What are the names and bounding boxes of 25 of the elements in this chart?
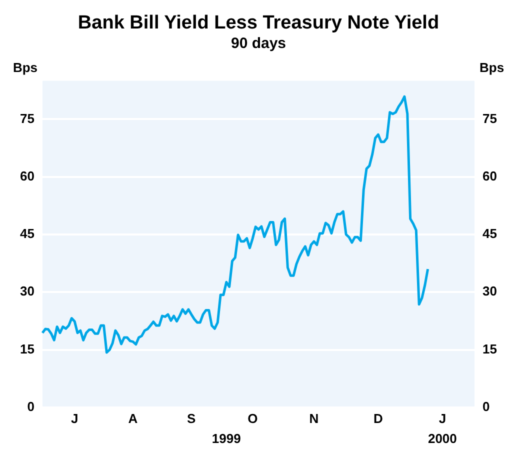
y2-axis-title: Bps [479, 60, 504, 75]
text: 1999 [212, 431, 241, 446]
x-tick-label: S [187, 410, 196, 426]
y2-tick-label: 75 [482, 110, 498, 126]
x-tick-label: O [248, 410, 258, 426]
y-tick-label: 75 [20, 110, 34, 126]
y2-tick-label: 60 [482, 168, 498, 184]
y2-tick-label: 45 [482, 226, 498, 242]
y-axis-title: Bps [12, 60, 38, 75]
x-tick-label: J [438, 410, 446, 426]
x-tick-label: J [70, 410, 78, 426]
x-tick-label: D [374, 410, 383, 426]
text: 2000 [428, 431, 457, 446]
chart-title: Bank Bill Yield Less Treasury Note Yield [78, 12, 440, 34]
y-tick-label: 30 [20, 284, 34, 299]
x-tick-label: N [309, 410, 319, 426]
y-tick-label: 45 [20, 226, 34, 242]
y2-tick-label: 0 [482, 398, 490, 414]
y-tick-label: 15 [20, 341, 34, 356]
chart-subtitle: 90 days [230, 34, 286, 52]
y-tick-label: 60 [20, 168, 34, 184]
y2-tick-label: 15 [482, 341, 498, 356]
x-tick-label: A [128, 410, 138, 426]
y-tick-label: 0 [27, 398, 34, 414]
y2-tick-label: 30 [482, 284, 498, 299]
